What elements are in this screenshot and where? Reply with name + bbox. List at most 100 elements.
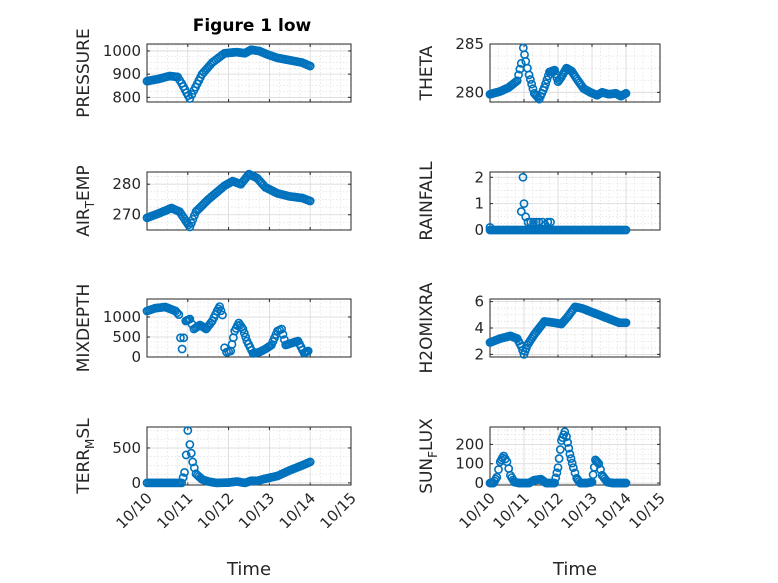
- x-tick-label: 10/13: [558, 489, 601, 532]
- data-point: [238, 324, 248, 334]
- y-tick-label: 280: [455, 83, 484, 101]
- data-point: [540, 83, 549, 92]
- data-point: [185, 314, 195, 324]
- y-tick-label: 0: [131, 348, 141, 366]
- axes-box: [489, 298, 661, 358]
- y-tick-label: 0: [474, 221, 484, 239]
- y-label-part: EMP: [74, 165, 94, 201]
- data-point: [218, 310, 227, 320]
- data-point: [514, 70, 523, 80]
- x-axis-label: Time: [552, 559, 597, 580]
- data-point: [555, 445, 565, 454]
- data-point: [518, 172, 528, 182]
- data-point: [566, 454, 576, 463]
- data-point: [551, 473, 561, 483]
- y-tick-label: 800: [112, 88, 141, 106]
- y-tick-label: 500: [112, 439, 141, 457]
- data-point: [550, 65, 559, 75]
- data-point: [525, 75, 535, 84]
- data-point: [485, 222, 495, 232]
- data-point: [621, 478, 631, 488]
- data-point: [177, 344, 187, 354]
- data-point: [512, 76, 522, 86]
- y-tick-label: 500: [112, 328, 141, 346]
- y-axis-label: RAINFALL: [417, 161, 437, 241]
- data-point: [526, 217, 536, 227]
- data-point: [527, 79, 537, 89]
- y-tick-label: 1: [474, 195, 484, 213]
- axes-box: [489, 426, 661, 486]
- y-label-part: RAINFALL: [417, 161, 437, 241]
- y-axis-label: THETA: [417, 45, 437, 101]
- data-point: [181, 450, 191, 460]
- y-label-part: H2OMIXRA: [417, 282, 437, 373]
- data-point: [176, 333, 185, 343]
- axes-theta: 280 285 THETA: [417, 35, 661, 104]
- data-point: [186, 448, 196, 458]
- data-point: [554, 454, 564, 463]
- data-point: [553, 463, 563, 472]
- figure-title: Figure 1 low: [193, 16, 312, 36]
- data-point: [521, 212, 531, 222]
- data-point: [216, 306, 226, 316]
- y-tick-label: 270: [112, 206, 141, 224]
- data-point: [519, 199, 529, 209]
- data-point: [592, 456, 601, 466]
- x-tick-label: 10/12: [524, 489, 567, 532]
- data-point: [277, 324, 287, 334]
- data-point: [305, 61, 315, 71]
- axes-rainfall: 0 1 2 RAINFALL: [417, 161, 661, 241]
- data-point: [546, 217, 555, 227]
- x-tick-label: 10/14: [592, 489, 635, 532]
- data-point: [543, 217, 553, 227]
- data-point: [179, 333, 189, 343]
- data-point: [494, 465, 503, 474]
- y-tick-label: 0: [131, 474, 141, 492]
- data-point: [621, 88, 631, 98]
- data-point: [215, 302, 225, 311]
- y-label-subscript: F: [426, 451, 440, 458]
- y-tick-label: 0: [474, 474, 484, 492]
- data-point: [174, 310, 184, 319]
- axes-pressure: 800 900 1000 PRESSURE: [74, 28, 352, 118]
- y-label-part: LUX: [417, 418, 437, 451]
- data-point: [542, 75, 552, 85]
- y-label-part: THETA: [417, 45, 437, 101]
- data-point: [523, 217, 533, 227]
- y-tick-label: 1000: [103, 308, 141, 326]
- y-label-part: SUN: [417, 458, 437, 494]
- y-label-part: SL: [74, 418, 94, 439]
- data-point: [241, 332, 250, 342]
- y-tick-label: 2: [474, 168, 484, 186]
- axes-box: [146, 298, 352, 358]
- data-point: [567, 458, 577, 468]
- y-label-subscript: T: [83, 200, 97, 209]
- data-point: [524, 70, 534, 80]
- data-point: [621, 318, 631, 328]
- data-point: [529, 217, 538, 227]
- y-tick-label: 6: [474, 293, 484, 311]
- y-label-part: AIR: [74, 208, 94, 237]
- y-axis-label: MIXDEPTH: [74, 284, 94, 373]
- y-axis-label: SUNFLUX: [417, 418, 440, 494]
- data-point: [303, 346, 313, 356]
- y-axis-label: TERRMSL: [74, 418, 97, 495]
- data-point: [178, 473, 188, 483]
- data-point: [564, 443, 574, 453]
- x-tick-label: 10/15: [626, 489, 669, 532]
- y-tick-label: 2: [474, 345, 484, 363]
- data-point: [516, 58, 526, 68]
- x-tick-label: 10/15: [317, 489, 360, 532]
- data-point: [516, 207, 526, 216]
- data-point: [562, 432, 571, 442]
- data-point: [541, 79, 551, 89]
- data-point: [239, 328, 249, 338]
- y-axis-label: PRESSURE: [74, 28, 94, 117]
- data-point: [552, 468, 562, 478]
- data-point: [172, 308, 182, 318]
- axes-air_temp: 270 280 AIRTEMP: [74, 165, 352, 237]
- data-point: [180, 468, 189, 477]
